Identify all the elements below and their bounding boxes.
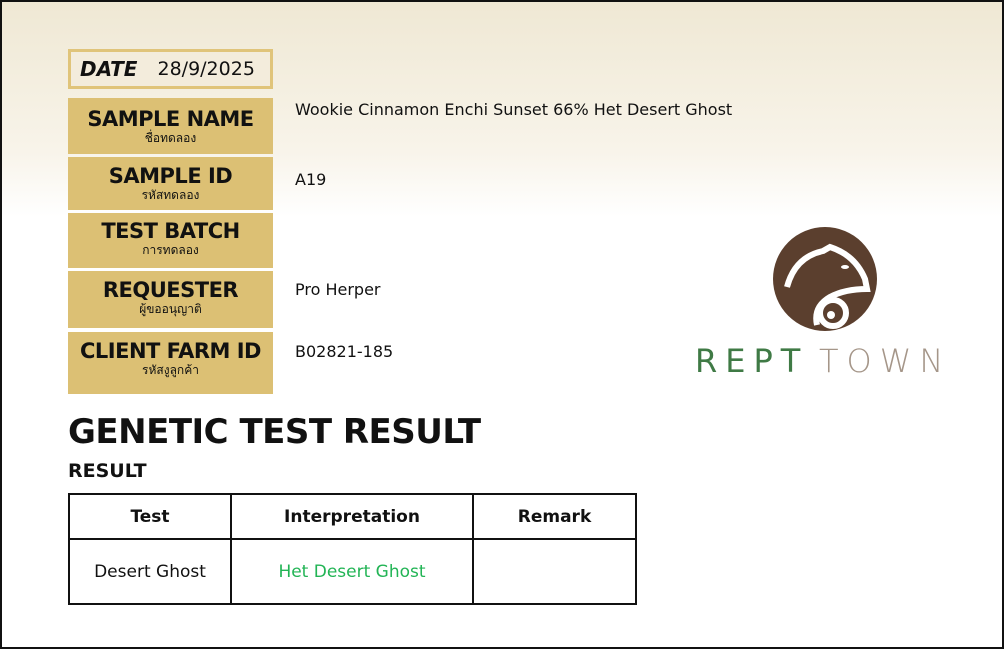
label-th: การทดลอง	[142, 243, 199, 257]
label-en: CLIENT FARM ID	[80, 339, 261, 363]
table-row: Desert Ghost Het Desert Ghost	[68, 538, 637, 605]
page-title: GENETIC TEST RESULT	[68, 412, 481, 452]
sample-name-value: Wookie Cinnamon Enchi Sunset 66% Het Des…	[295, 100, 733, 119]
logo-text-town: TOWN	[819, 342, 945, 377]
sample-id-value: A19	[295, 170, 327, 189]
label-en: SAMPLE NAME	[87, 107, 254, 131]
section-title: RESULT	[68, 460, 147, 482]
test-batch-label: TEST BATCH การทดลอง	[68, 213, 273, 268]
label-th: ผู้ขออนุญาติ	[139, 302, 202, 316]
label-th: ชื่อทดลอง	[144, 131, 197, 145]
requester-label: REQUESTER ผู้ขออนุญาติ	[68, 271, 273, 328]
cell-remark	[472, 538, 637, 605]
label-en: REQUESTER	[102, 278, 239, 302]
header-remark: Remark	[472, 493, 637, 540]
table-header-row: Test Interpretation Remark	[68, 493, 637, 540]
cell-test: Desert Ghost	[68, 538, 232, 605]
cell-interpretation: Het Desert Ghost	[230, 538, 474, 605]
repttown-logo: REPT TOWN	[695, 227, 945, 380]
date-value: 28/9/2025	[157, 58, 255, 80]
label-en: TEST BATCH	[101, 219, 240, 243]
label-th: รหัสงูลูกค้า	[142, 363, 199, 377]
header-test: Test	[68, 493, 232, 540]
sample-id-label: SAMPLE ID รหัสทดลอง	[68, 157, 273, 210]
label-en: SAMPLE ID	[108, 164, 233, 188]
date-label: DATE	[80, 57, 138, 81]
client-farm-id-value: B02821-185	[295, 342, 394, 361]
chameleon-logo-icon: REPT TOWN	[695, 227, 945, 380]
logo-text-rept: REPT	[695, 342, 808, 377]
requester-value: Pro Herper	[295, 280, 381, 299]
label-th: รหัสทดลอง	[141, 188, 200, 202]
client-farm-id-label: CLIENT FARM ID รหัสงูลูกค้า	[68, 332, 273, 394]
date-box: DATE 28/9/2025	[68, 49, 273, 89]
result-table: Test Interpretation Remark Desert Ghost …	[68, 493, 637, 605]
header-interpretation: Interpretation	[230, 493, 474, 540]
sample-name-label: SAMPLE NAME ชื่อทดลอง	[68, 98, 273, 154]
